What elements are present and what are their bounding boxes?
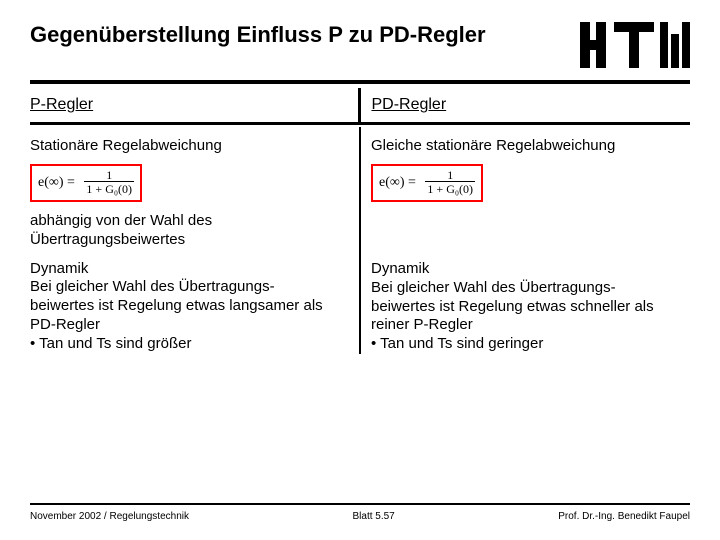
formula-den-r: 1 + G₀(0): [425, 182, 475, 196]
left-depends: abhängig von der Wahl des Übertragungsbe…: [30, 212, 349, 250]
col-head-left: P-Regler: [30, 96, 348, 114]
footer-center: Blatt 5.57: [352, 511, 394, 522]
htw-logo: [580, 22, 690, 68]
footer-rule: [30, 503, 690, 505]
formula-lhs-r: e(∞) =: [379, 175, 416, 190]
left-dyn-bullet: • Tan und Ts sind größer: [30, 335, 349, 354]
col-head-right: PD-Regler: [371, 96, 680, 114]
footer: November 2002 / Regelungstechnik Blatt 5…: [30, 503, 690, 522]
left-dyn-title: Dynamik: [30, 260, 349, 279]
mid-rule: [30, 122, 690, 125]
right-dyn-title: Dynamik: [371, 260, 690, 279]
left-stationary: Stationäre Regelabweichung: [30, 137, 349, 156]
formula-den: 1 + G₀(0): [84, 182, 134, 196]
right-stationary: Gleiche stationäre Regelabweichung: [371, 137, 690, 156]
left-column: Stationäre Regelabweichung e(∞) = 1 1 + …: [30, 127, 359, 354]
right-dyn-bullet: • Tan und Ts sind geringer: [371, 335, 690, 354]
footer-left: November 2002 / Regelungstechnik: [30, 511, 189, 522]
column-headers: P-Regler PD-Regler: [30, 88, 690, 122]
right-dyn-body: Bei gleicher Wahl des Übertragungs- beiw…: [371, 279, 690, 335]
top-rule: [30, 80, 690, 84]
right-spacer: [371, 212, 690, 250]
formula-num-r: 1: [425, 169, 475, 182]
comparison-content: Stationäre Regelabweichung e(∞) = 1 1 + …: [30, 127, 690, 354]
left-dyn-body: Bei gleicher Wahl des Übertragungs- beiw…: [30, 278, 349, 334]
right-formula: e(∞) = 1 1 + G₀(0): [371, 164, 483, 202]
footer-right: Prof. Dr.-Ing. Benedikt Faupel: [558, 511, 690, 522]
formula-lhs: e(∞) =: [38, 175, 75, 190]
page-title: Gegenüberstellung Einfluss P zu PD-Regle…: [30, 22, 486, 48]
right-column: Gleiche stationäre Regelabweichung e(∞) …: [361, 127, 690, 354]
header: Gegenüberstellung Einfluss P zu PD-Regle…: [30, 22, 690, 68]
left-formula: e(∞) = 1 1 + G₀(0): [30, 164, 142, 202]
formula-num: 1: [84, 169, 134, 182]
